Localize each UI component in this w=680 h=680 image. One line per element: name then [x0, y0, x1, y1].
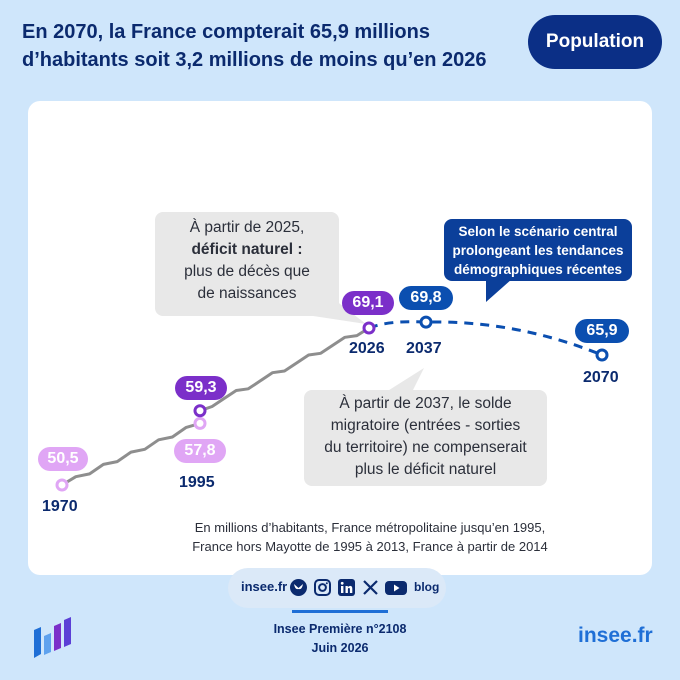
point-1995-new: [193, 404, 207, 418]
blog-link[interactable]: blog: [414, 580, 440, 594]
point-2070: [595, 348, 609, 362]
point-2037: [419, 315, 433, 329]
youtube-icon[interactable]: [385, 579, 407, 596]
point-2026: [362, 321, 376, 335]
publication-info: Insee Première n°2108 Juin 2026: [273, 622, 407, 655]
social-bar: insee.fr blog: [228, 568, 446, 608]
chart-note: En millions d’habitants, France métropol…: [192, 520, 548, 554]
deficit-annotation: À partir de 2025, déficit naturel : plus…: [155, 212, 339, 316]
value-label-2026: 69,1: [342, 291, 394, 315]
x-icon[interactable]: [362, 579, 379, 596]
migration-pointer: [386, 368, 424, 392]
point-1995-old: [193, 416, 207, 430]
scenario-pointer: [486, 279, 512, 302]
bluesky-icon[interactable]: [290, 579, 307, 596]
year-label-2070: 2070: [583, 369, 619, 386]
point-1970: [55, 478, 69, 492]
value-label-2037: 69,8: [399, 286, 453, 310]
page-title: En 2070, la France compterait 65,9 milli…: [22, 21, 487, 71]
year-label-1970: 1970: [42, 498, 78, 515]
value-label-1970: 50,5: [38, 447, 88, 471]
divider: [292, 610, 388, 613]
migration-annotation: À partir de 2037, le solde migratoire (e…: [304, 390, 547, 486]
brand-name: insee.fr: [578, 624, 653, 647]
projection-line: [368, 320, 603, 357]
series-line-1970-1995: [61, 421, 201, 487]
year-label-1995: 1995: [179, 474, 215, 491]
series-line-1995-2026: [199, 326, 370, 413]
value-label-1995-new: 59,3: [175, 376, 227, 400]
value-label-2070: 65,9: [575, 319, 629, 343]
insee-logo-icon: [34, 617, 71, 658]
year-label-2037: 2037: [406, 340, 442, 357]
year-label-2026: 2026: [349, 340, 385, 357]
instagram-icon[interactable]: [314, 579, 331, 596]
population-tag: Population: [528, 15, 662, 69]
scenario-annotation: Selon le scénario central prolongeant le…: [444, 219, 632, 281]
site-link[interactable]: insee.fr: [241, 579, 288, 594]
linkedin-icon[interactable]: [338, 579, 355, 596]
value-label-1995-old: 57,8: [174, 439, 226, 463]
